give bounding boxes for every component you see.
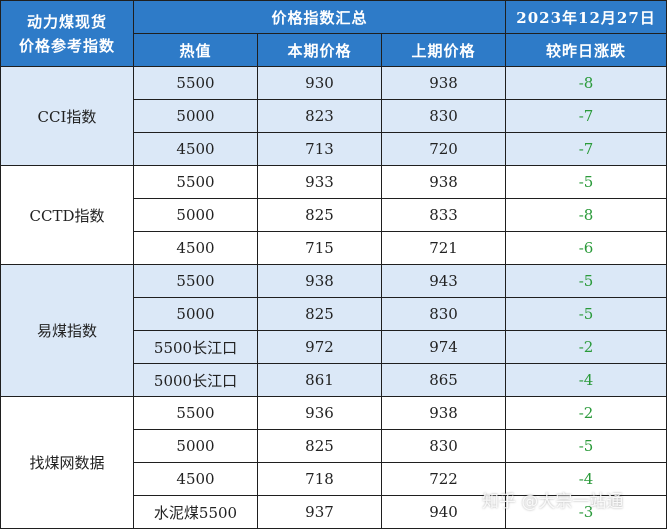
column-header-current-price: 本期价格 <box>257 33 382 67</box>
current-price-cell: 972 <box>257 330 382 364</box>
heat-value-cell: 5000 <box>133 198 258 232</box>
current-price-cell: 718 <box>257 462 382 496</box>
current-price-cell: 930 <box>257 66 382 100</box>
column-header-previous-price: 上期价格 <box>380 33 507 67</box>
previous-price-cell: 721 <box>380 231 507 265</box>
table-row: 5000 825 830 -5 <box>1 297 667 331</box>
previous-price-cell: 722 <box>380 462 507 496</box>
table-row: CCTD指数 5500 933 938 -5 <box>0 165 667 265</box>
heat-value-cell: 5000长江口 <box>133 363 258 397</box>
change-cell: -4 <box>505 462 667 496</box>
heat-value-cell: 5000 <box>133 429 258 463</box>
current-price-cell: 825 <box>257 297 382 331</box>
current-price-cell: 937 <box>257 495 382 529</box>
heat-value-cell: 5500 <box>133 264 258 298</box>
previous-price-cell: 830 <box>380 297 507 331</box>
index-group-name: 易煤指数 <box>0 264 134 397</box>
change-cell: -7 <box>505 99 667 133</box>
previous-price-cell: 938 <box>380 66 507 100</box>
index-group-name: 找煤网数据 <box>0 396 134 529</box>
heat-value-cell: 5500 <box>133 165 258 199</box>
current-price-cell: 713 <box>257 132 382 166</box>
table-row: 5000 823 830 -7 <box>1 99 667 133</box>
previous-price-cell: 938 <box>380 396 507 430</box>
table-row: 易煤指数 5500 938 943 -5 <box>0 264 667 397</box>
corner-title-line1: 动力煤现货 <box>26 12 107 31</box>
current-price-cell: 823 <box>257 99 382 133</box>
corner-title-line2: 价格参考指数 <box>18 36 115 55</box>
table-row: 4500 715 721 -6 <box>1 231 667 265</box>
heat-value-cell: 4500 <box>133 462 258 496</box>
table-body: CCI指数 5500 930 938 -8 5000 823 830 -7 4500 713 720-… <box>0 66 667 529</box>
table-row: 找煤网数据 5500 936 938 -2 <box>0 396 667 529</box>
change-cell: -5 <box>505 264 667 298</box>
change-cell: -5 <box>505 165 667 199</box>
previous-price-cell: 833 <box>380 198 507 232</box>
summary-title: 价格指数汇总 <box>132 0 507 34</box>
table-row: 4500 718 722 -4 <box>1 462 667 496</box>
column-header-heat: 热值 <box>133 33 258 67</box>
previous-price-cell: 830 <box>380 429 507 463</box>
previous-price-cell: 938 <box>380 165 507 199</box>
table-row: 4500 713 720 -7 <box>1 132 667 166</box>
heat-value-cell: 水泥煤5500 <box>133 495 258 529</box>
table-row: 水泥煤5500 937 940 -3 <box>1 495 667 529</box>
change-cell: -6 <box>505 231 667 265</box>
heat-value-cell: 5000 <box>133 297 258 331</box>
heat-value-cell: 5500长江口 <box>133 330 258 364</box>
previous-price-cell: 830 <box>380 99 507 133</box>
current-price-cell: 825 <box>257 429 382 463</box>
heat-value-cell: 5000 <box>133 99 258 133</box>
heat-value-cell: 5500 <box>133 66 258 100</box>
report-date: 2023年12月27日 <box>505 0 667 34</box>
current-price-cell: 936 <box>257 396 382 430</box>
table-header: 动力煤现货 价格参考指数 价格指数汇总 2023年12月27日 热值 本期价格 … <box>0 0 667 67</box>
current-price-cell: 861 <box>257 363 382 397</box>
index-group-name: CCTD指数 <box>0 165 134 265</box>
previous-price-cell: 720 <box>380 132 507 166</box>
corner-title: 动力煤现货 价格参考指数 <box>0 0 134 67</box>
heat-value-cell: 4500 <box>133 132 258 166</box>
change-cell: -5 <box>505 429 667 463</box>
previous-price-cell: 940 <box>380 495 507 529</box>
heat-value-cell: 4500 <box>133 231 258 265</box>
table-row: CCI指数 5500 930 938 -8 <box>0 66 667 166</box>
change-cell: -7 <box>505 132 667 166</box>
change-cell: -5 <box>505 297 667 331</box>
heat-value-cell: 5500 <box>133 396 258 430</box>
previous-price-cell: 943 <box>380 264 507 298</box>
change-cell: -8 <box>505 198 667 232</box>
change-cell: -8 <box>505 66 667 100</box>
column-header-change: 较昨日涨跌 <box>505 33 667 67</box>
previous-price-cell: 865 <box>380 363 507 397</box>
current-price-cell: 933 <box>257 165 382 199</box>
change-cell: -3 <box>505 495 667 529</box>
change-cell: -2 <box>505 330 667 364</box>
previous-price-cell: 974 <box>380 330 507 364</box>
change-cell: -2 <box>505 396 667 430</box>
current-price-cell: 938 <box>257 264 382 298</box>
index-group-name: CCI指数 <box>0 66 134 166</box>
current-price-cell: 825 <box>257 198 382 232</box>
table-row: 5000 825 833 -8 <box>1 198 667 232</box>
current-price-cell: 715 <box>257 231 382 265</box>
change-cell: -4 <box>505 363 667 397</box>
